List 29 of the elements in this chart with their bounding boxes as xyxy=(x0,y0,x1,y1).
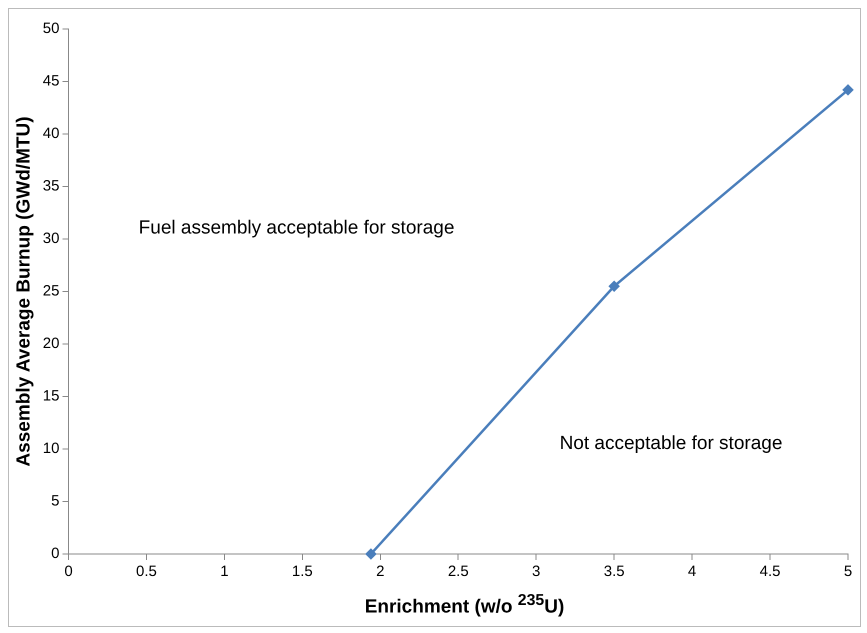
annotation: Not acceptable for storage xyxy=(560,432,782,454)
annotation: Fuel assembly acceptable for storage xyxy=(138,218,454,239)
x-tick-label: 3.5 xyxy=(604,563,625,580)
point xyxy=(608,281,620,292)
y-tick-label: 15 xyxy=(42,388,60,405)
y-tick-label: 25 xyxy=(42,282,60,300)
point xyxy=(366,548,376,560)
x-tick-label: 4 xyxy=(688,563,696,580)
y-tick-label: 0 xyxy=(51,545,60,562)
y-axis-title: Assembly Average Burnup (GWd/MTU) xyxy=(14,116,35,467)
point xyxy=(842,84,854,96)
y-tick-label: 10 xyxy=(42,440,60,458)
x-tick-label: 5 xyxy=(844,563,852,580)
y-tick-label: 45 xyxy=(42,72,60,90)
x-tick-label: 2 xyxy=(376,563,384,580)
x-tick-label: 0.5 xyxy=(136,563,157,580)
x-axis-title: Enrichment (w/o $^{235}$U) xyxy=(364,592,566,618)
y-tick-label: 20 xyxy=(42,335,60,352)
x-tick-label: 4.5 xyxy=(760,563,780,580)
x-tick-label: 1 xyxy=(220,563,229,580)
x-tick-label: 1.5 xyxy=(292,563,313,580)
y-tick-label: 30 xyxy=(42,230,60,248)
x-tick-label: 2.5 xyxy=(448,563,469,580)
y-tick-label: 40 xyxy=(42,125,60,142)
y-tick-label: 5 xyxy=(51,492,60,510)
x-tick-label: 3 xyxy=(532,563,540,580)
y-tick-label: 50 xyxy=(42,20,60,38)
x-tick-label: 0 xyxy=(64,563,73,580)
y-tick-label: 35 xyxy=(42,178,60,195)
